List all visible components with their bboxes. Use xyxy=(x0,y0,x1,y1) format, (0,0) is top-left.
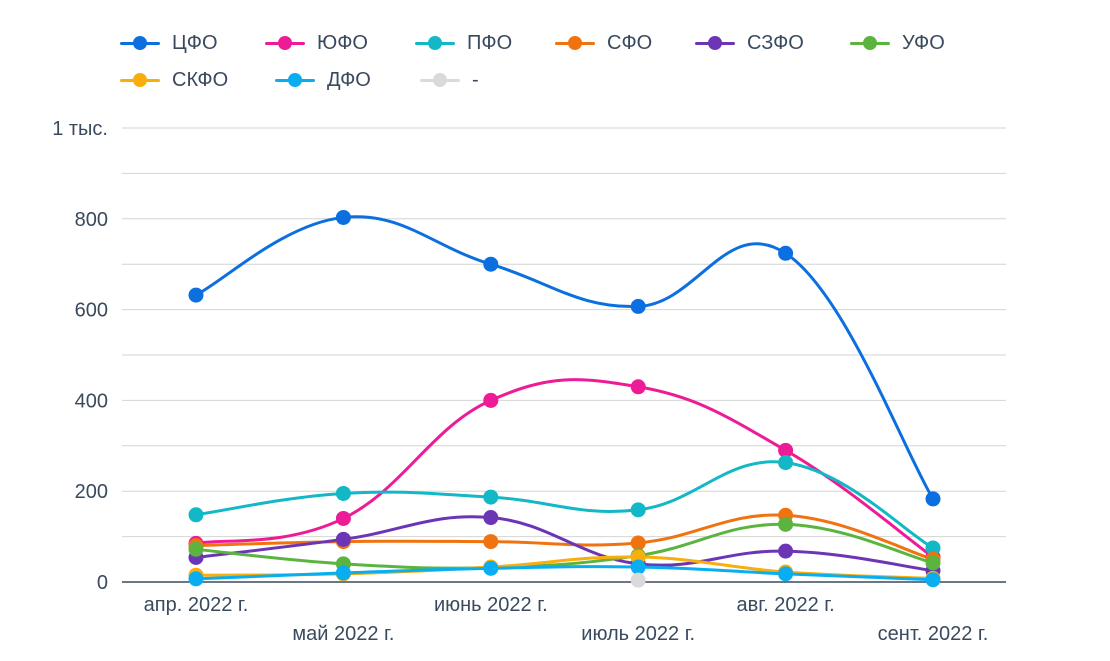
x-axis-labels: апр. 2022 г. май 2022 г. июнь 2022 г. июль … xyxy=(144,594,989,645)
y-tick-label: 0 xyxy=(97,572,108,594)
data-point[interactable] xyxy=(630,379,646,395)
data-point[interactable] xyxy=(335,485,351,501)
series-line xyxy=(194,565,935,582)
series-points xyxy=(188,209,941,588)
data-point[interactable] xyxy=(483,392,499,408)
data-point[interactable] xyxy=(630,535,646,551)
legend-label: УФО xyxy=(902,31,945,54)
data-point[interactable] xyxy=(778,543,794,559)
data-point[interactable] xyxy=(630,502,646,518)
legend-label: ЦФО xyxy=(172,31,218,54)
data-point[interactable] xyxy=(483,510,499,526)
legend-swatch xyxy=(413,31,457,55)
data-point[interactable] xyxy=(188,287,204,303)
gridlines xyxy=(122,127,1006,583)
x-tick-label: сент. 2022 г. xyxy=(878,623,989,645)
legend-label: ПФО xyxy=(467,31,513,54)
data-point[interactable] xyxy=(778,455,794,471)
x-tick-label: апр. 2022 г. xyxy=(144,594,249,616)
series-line xyxy=(194,460,935,550)
data-point[interactable] xyxy=(483,534,499,550)
y-tick-label: 800 xyxy=(75,209,108,231)
data-point[interactable] xyxy=(778,566,794,582)
x-tick-label: июнь 2022 г. xyxy=(434,594,548,616)
y-axis-labels: 0 200 400 600 800 1 тыс. xyxy=(52,118,108,594)
legend-label: СЗФО xyxy=(747,31,804,54)
series-line xyxy=(194,215,935,501)
y-tick-label: 600 xyxy=(75,300,108,322)
legend-label: - xyxy=(472,68,479,91)
legend-item[interactable]: СФО xyxy=(553,30,652,56)
data-point[interactable] xyxy=(778,245,794,261)
data-point[interactable] xyxy=(335,510,351,526)
series-line xyxy=(194,515,935,573)
data-point[interactable] xyxy=(925,491,941,507)
series-line xyxy=(194,378,935,559)
legend-item[interactable]: СКФО xyxy=(118,67,228,93)
data-point[interactable] xyxy=(335,565,351,581)
x-tick-label: май 2022 г. xyxy=(292,623,394,645)
data-point[interactable] xyxy=(630,572,646,588)
data-point[interactable] xyxy=(483,489,499,505)
data-point[interactable] xyxy=(630,298,646,314)
x-tick-label: авг. 2022 г. xyxy=(737,594,835,616)
legend-swatch xyxy=(263,31,307,55)
y-tick-label: 1 тыс. xyxy=(52,118,108,140)
data-point[interactable] xyxy=(483,560,499,576)
data-point[interactable] xyxy=(335,531,351,547)
y-tick-label: 400 xyxy=(75,390,108,412)
legend-label: СФО xyxy=(607,31,653,54)
data-point[interactable] xyxy=(188,507,204,523)
series-line xyxy=(194,522,935,570)
legend-item[interactable]: ЮФО xyxy=(263,30,368,56)
legend-item[interactable]: УФО xyxy=(848,30,945,56)
legend-swatch xyxy=(418,68,462,92)
legend-swatch xyxy=(848,31,892,55)
data-point[interactable] xyxy=(335,209,351,225)
legend-swatch xyxy=(553,31,597,55)
legend-swatch xyxy=(118,31,162,55)
series-lines xyxy=(194,215,935,582)
data-point[interactable] xyxy=(188,571,204,587)
x-tick-label: июль 2022 г. xyxy=(581,623,695,645)
data-point[interactable] xyxy=(630,559,646,575)
legend-item[interactable]: ПФО xyxy=(413,30,512,56)
data-point[interactable] xyxy=(778,442,794,458)
data-point[interactable] xyxy=(925,540,941,556)
legend-swatch xyxy=(693,31,737,55)
legend-label: ЮФО xyxy=(317,31,368,54)
data-point[interactable] xyxy=(925,555,941,571)
data-point[interactable] xyxy=(778,516,794,532)
legend-label: СКФО xyxy=(172,68,229,91)
legend-label: ДФО xyxy=(327,68,371,91)
data-point[interactable] xyxy=(188,541,204,557)
y-tick-label: 200 xyxy=(75,481,108,503)
legend-swatch xyxy=(118,68,162,92)
legend-item[interactable]: СЗФО xyxy=(693,30,804,56)
legend-swatch xyxy=(273,68,317,92)
data-point[interactable] xyxy=(925,572,941,588)
data-point[interactable] xyxy=(483,256,499,272)
legend-item[interactable]: - xyxy=(418,67,479,93)
legend-item[interactable]: ДФО xyxy=(273,67,371,93)
legend-item[interactable]: ЦФО xyxy=(118,30,218,56)
